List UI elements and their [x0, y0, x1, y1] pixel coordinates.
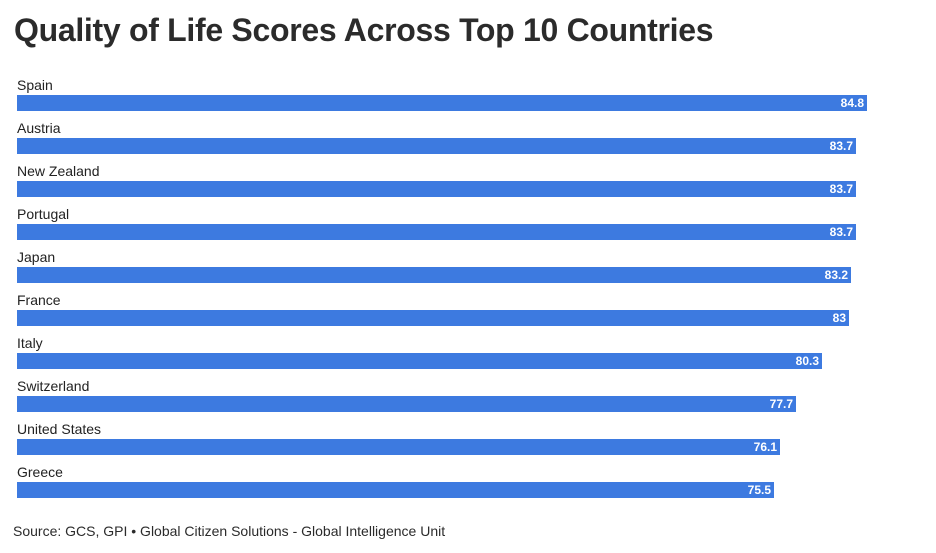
bar: 77.7 [17, 396, 796, 412]
bar-row: Japan 83.2 [17, 249, 917, 292]
bar-row: United States 76.1 [17, 421, 917, 464]
bar-row: Italy 80.3 [17, 335, 917, 378]
category-label: Japan [17, 249, 56, 265]
bar-row: Greece 75.5 [17, 464, 917, 507]
bar-row: Spain 84.8 [17, 77, 917, 120]
value-label: 83 [832, 311, 846, 325]
value-label: 83.7 [829, 139, 853, 153]
category-label: Portugal [17, 206, 70, 222]
bar-row: New Zealand 83.7 [17, 163, 917, 206]
bar: 83 [17, 310, 849, 326]
bar-row: Austria 83.7 [17, 120, 917, 163]
value-label: 75.5 [747, 483, 771, 497]
value-label: 83.2 [824, 268, 848, 282]
chart-title: Quality of Life Scores Across Top 10 Cou… [14, 12, 714, 48]
category-label: New Zealand [17, 163, 100, 179]
category-label: Switzerland [17, 378, 90, 394]
value-label: 84.8 [840, 96, 864, 110]
bar: 83.7 [17, 181, 856, 197]
category-label: Italy [17, 335, 43, 351]
bar-row: France 83 [17, 292, 917, 335]
value-label: 76.1 [753, 440, 777, 454]
value-label: 83.7 [829, 182, 853, 196]
bar-row: Switzerland 77.7 [17, 378, 917, 421]
bar: 76.1 [17, 439, 780, 455]
bar: 83.7 [17, 138, 856, 154]
bar: 80.3 [17, 353, 822, 369]
bar-row: Portugal 83.7 [17, 206, 917, 249]
value-label: 77.7 [769, 397, 793, 411]
category-label: Austria [17, 120, 61, 136]
source-note: Source: GCS, GPI • Global Citizen Soluti… [13, 523, 446, 539]
category-label: Spain [17, 77, 53, 93]
bar: 83.2 [17, 267, 851, 283]
value-label: 80.3 [795, 354, 819, 368]
category-label: United States [17, 421, 102, 437]
bar: 83.7 [17, 224, 856, 240]
value-label: 83.7 [829, 225, 853, 239]
category-label: France [17, 292, 61, 308]
category-label: Greece [17, 464, 63, 480]
bar: 75.5 [17, 482, 774, 498]
bar: 84.8 [17, 95, 867, 111]
